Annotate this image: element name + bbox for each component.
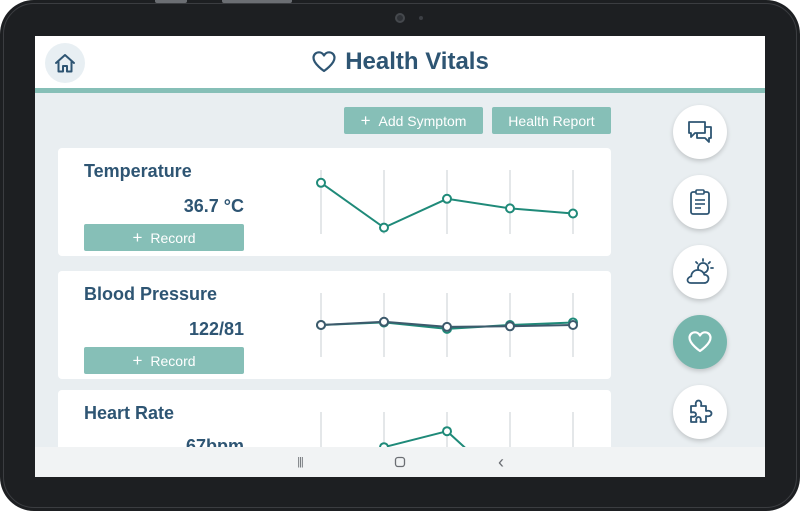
volume-button (155, 0, 187, 3)
home-icon (55, 54, 75, 73)
back-button[interactable]: ‹ (486, 447, 516, 477)
chart-point (442, 321, 452, 332)
chart-point (379, 316, 389, 327)
heart-icon (312, 51, 336, 73)
chart-point (568, 320, 578, 330)
blood-pressure-title: Blood Pressure (84, 284, 218, 304)
temperature-chart (316, 170, 578, 234)
clipboard-icon (690, 189, 710, 215)
blood-pressure-card: Blood Pressure 122/81 + Record (58, 271, 611, 379)
weather-icon (686, 258, 714, 284)
page-title: Health Vitals (345, 48, 489, 75)
home-button[interactable] (45, 43, 85, 83)
front-camera (395, 13, 405, 23)
blood-pressure-record-button[interactable]: + Record (84, 347, 244, 374)
power-button (222, 0, 292, 3)
blood-pressure-chart (316, 293, 578, 357)
chart-point (505, 203, 515, 214)
chart-point (316, 320, 326, 330)
health-report-button[interactable]: Health Report (492, 107, 611, 134)
chart-point (442, 193, 452, 204)
games-button[interactable] (673, 385, 727, 439)
record-label: Record (150, 229, 196, 246)
title-group: Health Vitals (35, 36, 765, 88)
plus-icon: + (132, 228, 143, 247)
chat-icon (688, 121, 712, 143)
temperature-record-button[interactable]: + Record (84, 224, 244, 251)
temperature-card: Temperature 36.7 °C + Record (58, 148, 611, 256)
clipboard-button[interactable] (673, 175, 727, 229)
screen: Health Vitals + Add Symptom Health Repor… (35, 36, 765, 477)
temperature-title: Temperature (84, 161, 192, 181)
chat-button[interactable] (673, 105, 727, 159)
weather-button[interactable] (673, 245, 727, 299)
record-label: Record (150, 352, 196, 369)
chart-point (568, 208, 578, 219)
add-symptom-label: Add Symptom (378, 112, 467, 129)
chart-point (316, 177, 326, 188)
chart-point (379, 222, 389, 233)
app-header (35, 36, 765, 88)
plus-icon: + (360, 111, 371, 130)
back-icon: ‹ (498, 451, 504, 472)
chart-point (505, 321, 515, 332)
vitals-button[interactable] (673, 315, 727, 369)
plus-icon: + (132, 351, 143, 370)
puzzle-icon (690, 399, 713, 423)
blood-pressure-value: 122/81 (188, 319, 244, 339)
home-nav-button[interactable] (385, 447, 415, 477)
add-symptom-button[interactable]: + Add Symptom (344, 107, 483, 134)
recents-button[interactable]: ||| (285, 447, 315, 477)
header-divider (35, 88, 765, 93)
heart-icon (688, 331, 712, 353)
light-sensor (419, 16, 423, 20)
system-navbar: ||| ‹ (35, 447, 765, 477)
health-report-label: Health Report (508, 112, 595, 129)
recents-icon: ||| (297, 456, 304, 468)
heart-rate-title: Heart Rate (84, 403, 175, 423)
home-circle-icon (394, 456, 406, 468)
chart-point (442, 426, 452, 437)
temperature-value: 36.7 °C (183, 196, 244, 216)
